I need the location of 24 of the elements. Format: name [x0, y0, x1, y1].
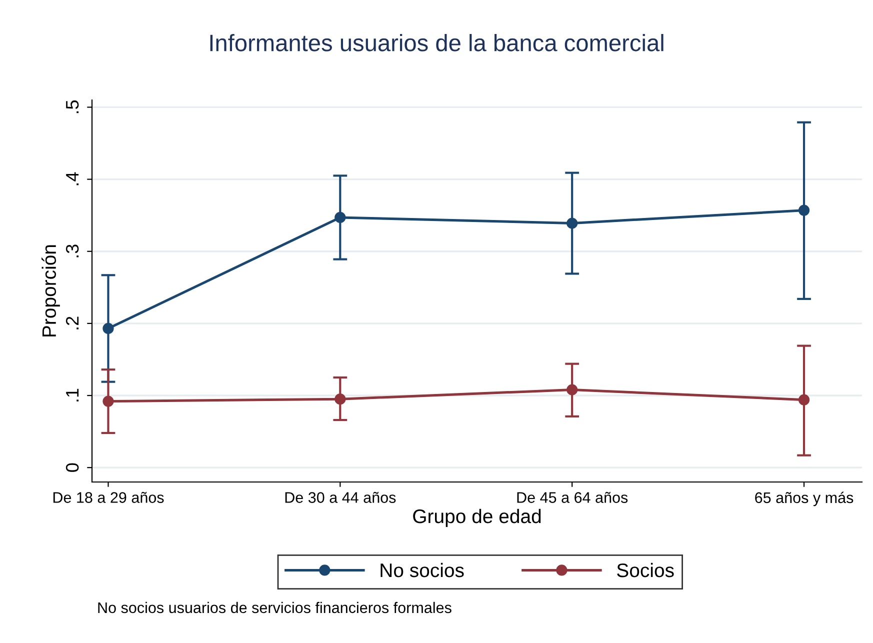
point	[102, 396, 114, 407]
y-tick-label: .3	[66, 244, 79, 258]
point	[334, 212, 346, 224]
point	[566, 218, 578, 229]
y-tick-label: .1	[66, 388, 79, 402]
y-tick-label: .5	[66, 100, 79, 114]
x-tick-label: 65 años y más	[755, 492, 854, 506]
x-tick-label: De 18 a 29 años	[53, 492, 164, 503]
legend-label: No socios	[380, 562, 464, 578]
point	[102, 322, 114, 334]
y-tick-label: 0	[66, 463, 79, 472]
y-tick-label: .2	[66, 316, 79, 330]
x-axis-title: Grupo de edad	[413, 508, 541, 528]
text: No socios usuarios de servicios financieros formales	[98, 602, 452, 614]
point	[798, 394, 810, 406]
x-tick-label: De 30 a 44 años	[285, 492, 396, 503]
legend-label: Socios	[617, 562, 674, 578]
x-tick-label: De 45 a 64 años	[517, 492, 628, 503]
chart-title: Informantes usuarios de la banca comercial	[210, 34, 664, 52]
point	[334, 394, 346, 405]
point	[798, 204, 810, 216]
y-axis-title: Proporción	[42, 245, 60, 336]
y-tick-label: .4	[66, 172, 79, 186]
point	[566, 384, 578, 396]
